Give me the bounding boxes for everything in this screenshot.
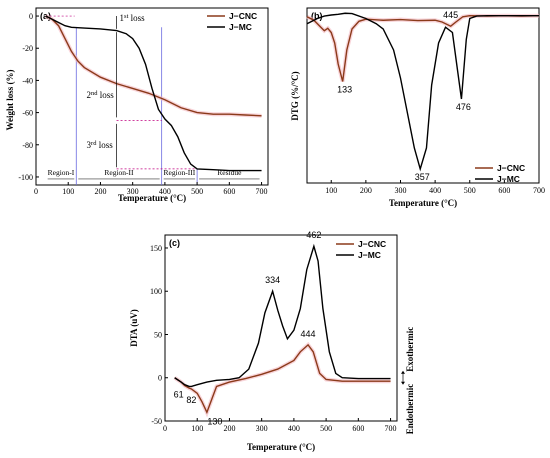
panel-c-endothermic-label: Endothermic — [405, 384, 415, 435]
panel-c-peak-label-0: 61 — [174, 390, 184, 400]
panel-c-ytick-label-3: 100 — [150, 287, 162, 296]
panel-a-ytick-label-5: -100 — [18, 173, 33, 182]
panel-c-xlabel: Temperature (°C) — [247, 442, 315, 452]
panel-c-side-arrow-down — [401, 381, 405, 385]
panel-c-xtick-label-0: 0 — [163, 424, 167, 433]
panel-c-exothermic-label: Exothermic — [405, 327, 415, 372]
panel-a-region-label-0: Region-I — [48, 168, 75, 177]
panel-c-series-1-line — [174, 243, 391, 388]
panel-c-peak-label-4: 444 — [301, 329, 316, 339]
panel-b-frame — [306, 7, 540, 184]
panel-b-ticks: 100 200 300 400 500 600 700 — [325, 180, 545, 195]
panel-b-lines — [306, 12, 540, 172]
panel-c-peak-label-1: 82 — [186, 395, 196, 405]
panel-a-series-1-line — [45, 15, 262, 172]
panel-c-legend-label-1: J−MC — [358, 250, 381, 260]
panel-a-xtick-label-2: 200 — [94, 187, 106, 196]
panel-a-xtick-label-0: 0 — [34, 187, 38, 196]
panel-a-lines — [44, 14, 262, 172]
panel-c-xtick-label-7: 700 — [385, 424, 397, 433]
panel-a-annotations: 1st loss 2nd loss 3rd loss — [87, 13, 146, 168]
panel-b-xtick-label-4: 500 — [464, 186, 476, 195]
panel-a-xtick-label-6: 600 — [223, 187, 235, 196]
panel-c-xtick-label-1: 100 — [191, 424, 203, 433]
panel-c-xtick-label-2: 200 — [223, 424, 235, 433]
panel-c-side-labels: Endothermic Exothermic — [401, 327, 415, 435]
panel-a-loss-label-2: 3rd loss — [87, 140, 114, 150]
panel-a-xlabel: Temperature (°C) — [118, 193, 186, 203]
panel-c-ytick-label-4: 150 — [150, 244, 162, 253]
panel-b-peak-label-0: 133 — [337, 85, 352, 95]
panel-b-xtick-label-1: 200 — [360, 186, 372, 195]
panel-c-ylabel: DTA (uV) — [129, 309, 139, 347]
panel-a-ytick-label-2: -40 — [22, 76, 33, 85]
panel-b-label: (b) — [311, 11, 323, 21]
panel-b-xlabel: Temperature (°C) — [389, 198, 457, 208]
panel-c-lines — [173, 243, 391, 418]
panel-a-frame — [35, 7, 269, 186]
panel-c-xtick-label-4: 400 — [288, 424, 300, 433]
panel-b-xtick-label-2: 300 — [394, 186, 406, 195]
panel-b-legend-label-0: J−CNC — [497, 163, 525, 173]
panel-a-xtick-label-4: 400 — [159, 187, 171, 196]
panel-b-peaks: 133 357 445 476 — [337, 10, 471, 182]
panel-a-xtick-label-7: 700 — [256, 187, 268, 196]
panel-a-ytick-label-1: -20 — [22, 44, 33, 53]
panel-b-series-0-halo — [306, 13, 540, 82]
panel-b-series-1-line — [306, 12, 539, 172]
panel-a-ytick-label-3: -60 — [22, 109, 33, 118]
panel-b-legend-label-1: J−MC — [497, 174, 520, 184]
panel-a-xtick-label-1: 100 — [62, 187, 74, 196]
panel-a-loss-label-1: 2nd loss — [87, 90, 115, 100]
panel-a-region-label-3: Residue — [217, 168, 242, 177]
panel-a-region-label-1: Region-II — [104, 168, 134, 177]
panel-c-label: (c) — [169, 238, 180, 248]
panel-a: (a) Region-I Region-II Region-III Residue 0… — [5, 7, 269, 203]
panel-a-ytick-label-0: 0 — [29, 12, 33, 21]
panel-a-label: (a) — [40, 11, 51, 21]
panel-a-ytick-label-4: -80 — [22, 141, 33, 150]
panel-c-series-0-line — [174, 343, 391, 415]
panel-b-peak-label-1: 357 — [415, 172, 430, 182]
panel-b-peak-label-3: 476 — [456, 102, 471, 112]
panel-a-ticks: 0 100 200 300 400 500 600 700 0 -20 -40 -60 -80 -100 — [18, 12, 267, 196]
panel-a-region-label-2: Region-III — [164, 168, 196, 177]
panel-a-ylabel: Weight loss (%) — [5, 69, 15, 130]
panel-a-loss-label-0: 1st loss — [120, 13, 146, 23]
panel-c-xtick-label-5: 500 — [320, 424, 332, 433]
panel-c-xtick-label-6: 600 — [352, 424, 364, 433]
panel-c-peak-label-5: 462 — [306, 230, 321, 240]
panel-a-regions: Region-I Region-II Region-III Residue — [45, 15, 260, 185]
panel-b-xtick-label-3: 400 — [429, 186, 441, 195]
panel-b-xtick-label-5: 600 — [498, 186, 510, 195]
panel-b: (b) 100 200 300 400 500 600 700 133 357 445 476 J… — [290, 7, 545, 208]
panel-c-frame — [164, 234, 398, 422]
panel-a-legend-label-1: J−MC — [229, 22, 252, 32]
panel-c-ytick-label-2: 50 — [154, 330, 162, 339]
panel-b-xtick-label-0: 100 — [325, 186, 337, 195]
panel-c-ytick-label-0: -50 — [151, 417, 162, 426]
panel-c-xtick-label-3: 300 — [256, 424, 268, 433]
panel-c-ytick-label-1: 0 — [158, 374, 162, 383]
panel-a-xtick-label-3: 300 — [127, 187, 139, 196]
panel-a-series-0-line — [45, 15, 262, 117]
panel-b-ylabel: DTG (%/°C) — [290, 71, 300, 120]
panel-c-peak-label-3: 334 — [265, 275, 280, 285]
panel-a-xtick-label-5: 500 — [191, 187, 203, 196]
panel-c-side-arrow-up — [401, 370, 405, 374]
panel-b-series-0-line — [306, 14, 540, 82]
panel-b-xtick-label-6: 700 — [533, 186, 545, 195]
panel-a-legend-label-0: J−CNC — [229, 11, 257, 21]
panel-c-legend-label-0: J−CNC — [358, 239, 386, 249]
panel-b-peak-label-2: 445 — [443, 10, 458, 20]
panel-c-peak-label-2: 130 — [207, 416, 222, 426]
